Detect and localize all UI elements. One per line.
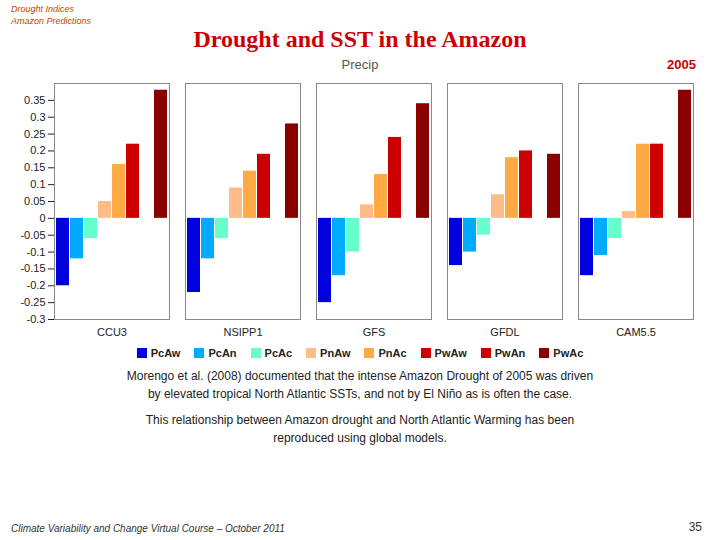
html-text:Morengo et al. (2008) document: Morengo et al. (2008) documented that th… [126, 369, 594, 401]
html-text:PwAw: PwAw [434, 347, 467, 359]
svg-text:CAM5.5: CAM5.5 [616, 326, 656, 338]
html-text:PnAc: PnAc [378, 347, 407, 359]
html-text:Climate Variability and Change: Climate Variability and Change Virtual C… [11, 523, 285, 534]
svg-text:-0.05: -0.05 [20, 229, 45, 241]
svg-text:-0.25: -0.25 [20, 296, 45, 308]
svg-text:0.05: 0.05 [24, 195, 45, 207]
svg-text:0.1: 0.1 [30, 178, 45, 190]
svg-text:GFS: GFS [363, 326, 386, 338]
svg-text:-0.1: -0.1 [27, 246, 46, 258]
svg-text:NSIPP1: NSIPP1 [223, 326, 262, 338]
svg-text:-0.15: -0.15 [20, 262, 45, 274]
svg-text:0.35: 0.35 [24, 94, 45, 106]
html-text:PcAw: PcAw [150, 347, 181, 359]
html-text:PwAc: PwAc [553, 347, 584, 359]
html-text:PnAw: PnAw [320, 347, 351, 359]
svg-text:GFDL: GFDL [490, 326, 519, 338]
svg-text:0.3: 0.3 [30, 111, 45, 123]
html-text:Drought and SST in the Amazon: Drought and SST in the Amazon [193, 26, 527, 52]
html-text:Precip: Precip [341, 57, 379, 72]
svg-text:0: 0 [39, 212, 45, 224]
html-text:Drought Indices: Drought Indices [11, 4, 74, 14]
html-text:PwAn: PwAn [494, 347, 526, 359]
html-text:35: 35 [688, 520, 702, 534]
html-text:PcAn: PcAn [208, 347, 237, 359]
html-text:Amazon Predictions: Amazon Predictions [11, 16, 91, 26]
svg-text:0.15: 0.15 [24, 161, 45, 173]
svg-text:0.2: 0.2 [30, 144, 45, 156]
svg-text:-0.3: -0.3 [27, 313, 46, 325]
html-text:PcAc: PcAc [264, 347, 293, 359]
html-text:2005: 2005 [667, 57, 696, 72]
html-text:This relationship between Amaz: This relationship between Amazon drought… [145, 413, 575, 445]
svg-text:-0.2: -0.2 [27, 279, 46, 291]
svg-text:0.25: 0.25 [24, 128, 45, 140]
svg-text:CCU3: CCU3 [97, 326, 127, 338]
